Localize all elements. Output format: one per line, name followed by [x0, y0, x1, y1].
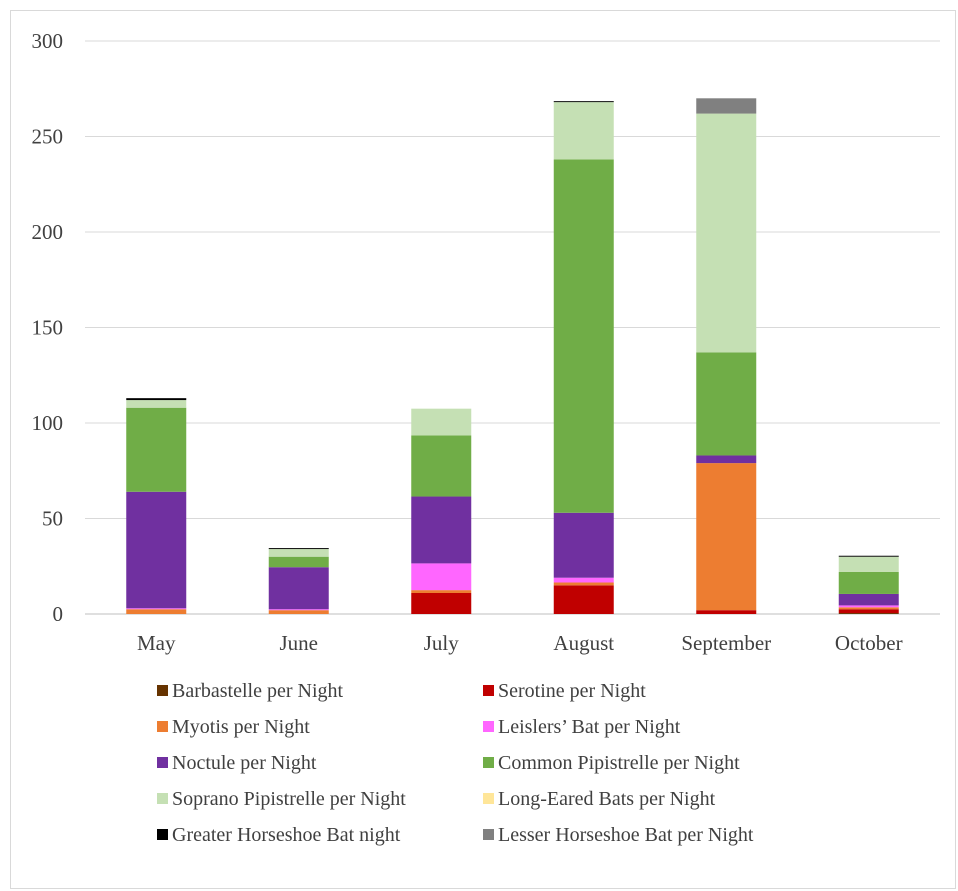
bar-segment-august-common-pipistrelle-per-night [553, 159, 614, 513]
bar-segment-may-noctule-per-night [126, 491, 187, 609]
y-tick-label: 100 [32, 411, 64, 435]
legend-swatch [157, 757, 168, 768]
bar-segment-august-myotis-per-night [553, 582, 614, 586]
legend-swatch [483, 829, 494, 840]
x-category-label: June [280, 631, 319, 655]
legend-label: Lesser Horseshoe Bat per Night [498, 824, 754, 846]
x-axis-categories: May June July August September October [137, 631, 903, 655]
y-tick-label: 0 [53, 602, 64, 626]
bar-segment-june-myotis-per-night [268, 610, 329, 614]
y-tick-label: 250 [32, 125, 64, 149]
bar-segment-june-greater-horseshoe-bat-night [268, 548, 329, 550]
bar-segment-september-common-pipistrelle-per-night [696, 352, 757, 456]
bar-segment-july-serotine-per-night [411, 592, 472, 614]
legend-swatch [483, 721, 494, 732]
legend: Barbastelle per Night Serotine per Night M… [157, 680, 754, 846]
legend-swatch [157, 829, 168, 840]
bar-segment-august-greater-horseshoe-bat-night [553, 101, 614, 103]
bar-segment-october-common-pipistrelle-per-night [838, 571, 899, 594]
legend-swatch [483, 793, 494, 804]
bar-segment-october-serotine-per-night [838, 609, 899, 614]
bar-segment-august-leislers-bat-per-night [553, 577, 614, 583]
bar-segment-september-serotine-per-night [696, 610, 757, 614]
legend-swatch [157, 793, 168, 804]
y-tick-label: 300 [32, 29, 64, 53]
legend-label: Serotine per Night [498, 680, 646, 702]
y-axis-ticks: 0 50 100 150 200 250 300 [32, 29, 64, 626]
bar-segment-october-greater-horseshoe-bat-night [838, 555, 899, 557]
legend-swatch [483, 685, 494, 696]
bar-segment-may-soprano-pipistrelle-per-night [126, 400, 187, 408]
legend-swatch [157, 721, 168, 732]
bar-segment-september-lesser-horseshoe-bat-per-night [696, 98, 757, 114]
y-tick-label: 150 [32, 316, 64, 340]
bar-segment-october-barbastelle-per-night [838, 613, 899, 614]
legend-label: Long-Eared Bats per Night [498, 788, 716, 810]
x-category-label: September [681, 631, 771, 655]
bar-segment-july-leislers-bat-per-night [411, 563, 472, 591]
bar-segment-august-serotine-per-night [553, 585, 614, 614]
bar-segment-july-soprano-pipistrelle-per-night [411, 408, 472, 436]
bar-segment-june-noctule-per-night [268, 567, 329, 610]
legend-label: Common Pipistrelle per Night [498, 752, 740, 774]
y-tick-label: 200 [32, 220, 64, 244]
legend-label: Greater Horseshoe Bat night [172, 824, 401, 846]
bar-segment-october-myotis-per-night [838, 607, 899, 610]
y-tick-label: 50 [42, 507, 63, 531]
bar-segment-june-common-pipistrelle-per-night [268, 556, 329, 568]
x-category-label: July [424, 631, 460, 655]
bar-segment-may-common-pipistrelle-per-night [126, 407, 187, 492]
legend-label: Myotis per Night [172, 716, 310, 738]
legend-label: Leislers’ Bat per Night [498, 716, 681, 738]
bar-segment-may-greater-horseshoe-bat-night [126, 398, 187, 401]
bar-segment-july-noctule-per-night [411, 496, 472, 564]
bar-segment-july-myotis-per-night [411, 590, 472, 593]
bar-segment-october-soprano-pipistrelle-per-night [838, 556, 899, 572]
bar-segment-august-soprano-pipistrelle-per-night [553, 102, 614, 160]
bar-segment-october-leislers-bat-per-night [838, 605, 899, 608]
bar-segment-october-noctule-per-night [838, 593, 899, 606]
bar-segment-september-soprano-pipistrelle-per-night [696, 113, 757, 353]
bar-segment-july-common-pipistrelle-per-night [411, 435, 472, 497]
bars [126, 98, 899, 614]
bar-segment-september-myotis-per-night [696, 463, 757, 611]
bar-segment-may-leislers-bat-per-night [126, 608, 187, 610]
x-category-label: October [835, 631, 903, 655]
x-category-label: May [137, 631, 176, 655]
x-category-label: August [553, 631, 614, 655]
legend-label: Soprano Pipistrelle per Night [172, 788, 406, 810]
gridlines [85, 40, 940, 615]
bar-segment-august-noctule-per-night [553, 512, 614, 578]
bar-segment-september-noctule-per-night [696, 455, 757, 464]
bar-segment-may-myotis-per-night [126, 609, 187, 614]
bar-segment-june-soprano-pipistrelle-per-night [268, 549, 329, 557]
legend-swatch [483, 757, 494, 768]
legend-swatch [157, 685, 168, 696]
legend-label: Barbastelle per Night [172, 680, 343, 702]
legend-label: Noctule per Night [172, 752, 317, 774]
bar-segment-june-leislers-bat-per-night [268, 609, 329, 611]
